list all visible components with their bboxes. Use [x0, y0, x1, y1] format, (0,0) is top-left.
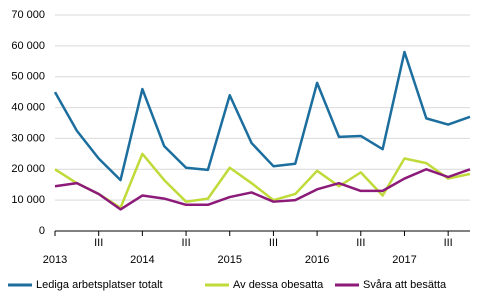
- legend-label: Av dessa obesatta: [233, 279, 324, 291]
- y-tick-label: 10 000: [11, 194, 45, 206]
- x-tick-label: III: [94, 237, 103, 249]
- y-tick-label: 40 000: [11, 101, 45, 113]
- x-tick-label: 2017: [392, 254, 416, 266]
- x-tick-label: 2014: [130, 254, 154, 266]
- legend-label: Svåra att besätta: [363, 279, 447, 291]
- x-tick-label: III: [269, 237, 278, 249]
- x-tick-label: 2013: [43, 254, 67, 266]
- y-tick-label: 30 000: [11, 132, 45, 144]
- series-line: [54, 152, 471, 210]
- y-tick-label: 70 000: [11, 9, 45, 21]
- x-tick-label: 2015: [217, 254, 241, 266]
- x-tick-label: III: [444, 237, 453, 249]
- legend-label: Lediga arbetsplatser totalt: [36, 279, 163, 291]
- x-tick-label: III: [356, 237, 365, 249]
- x-tick-label: III: [181, 237, 190, 249]
- series-line: [54, 168, 471, 211]
- series-line: [53, 50, 471, 182]
- y-tick-label: 60 000: [11, 40, 45, 52]
- y-tick-label: 50 000: [11, 71, 45, 83]
- y-tick-label: 0: [39, 225, 45, 237]
- y-tick-label: 20 000: [11, 163, 45, 175]
- x-tick-label: 2016: [305, 254, 329, 266]
